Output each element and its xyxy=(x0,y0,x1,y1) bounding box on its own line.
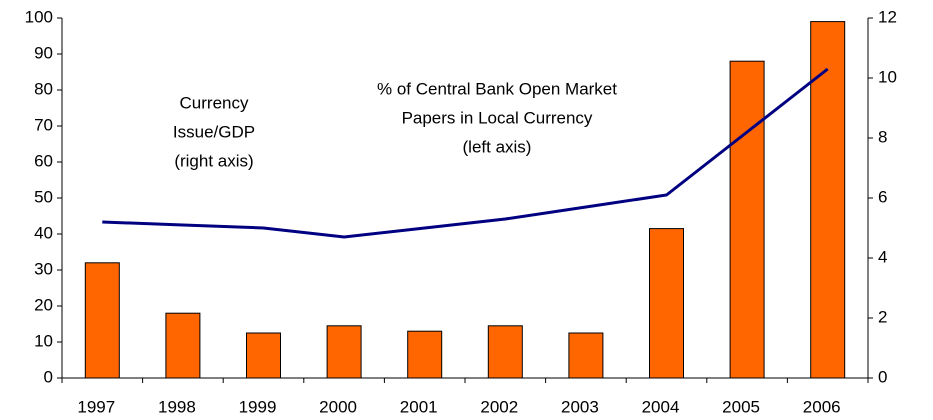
x-tick-label: 1997 xyxy=(77,397,115,416)
bar xyxy=(326,325,362,379)
bar xyxy=(487,325,523,379)
annotation: (right axis) xyxy=(174,151,253,170)
bar xyxy=(568,332,604,379)
y2-tick-label: 12 xyxy=(878,7,897,26)
bar xyxy=(810,21,846,379)
bar xyxy=(407,330,443,379)
x-tick-label: 2005 xyxy=(722,397,760,416)
x-tick-label: 2001 xyxy=(400,397,438,416)
bar xyxy=(649,228,684,379)
y2-tick-label: 0 xyxy=(878,367,887,386)
x-tick-label: 2000 xyxy=(319,397,357,416)
x-tick-label: 1998 xyxy=(158,397,196,416)
bar xyxy=(84,262,120,379)
y-tick-label: 40 xyxy=(34,223,53,242)
y-tick-label: 0 xyxy=(44,367,53,386)
bar xyxy=(729,60,765,379)
y-tick-label: 80 xyxy=(34,79,53,98)
annotation: (left axis) xyxy=(463,137,532,156)
annotation: Issue/GDP xyxy=(173,122,255,141)
y2-tick-label: 4 xyxy=(878,247,887,266)
y-tick-label: 20 xyxy=(34,295,53,314)
y-tick-label: 90 xyxy=(34,43,53,62)
y-tick-label: 70 xyxy=(34,115,53,134)
x-tick-label: 2002 xyxy=(480,397,518,416)
y2-tick-label: 6 xyxy=(878,187,887,206)
y-tick-label: 60 xyxy=(34,151,53,170)
bar xyxy=(246,332,281,379)
bar xyxy=(165,312,201,379)
y-tick-label: 100 xyxy=(25,7,53,26)
line xyxy=(102,67,829,239)
annotation: Currency xyxy=(180,93,249,112)
x-tick-label: 2004 xyxy=(642,397,680,416)
y-tick-label: 10 xyxy=(34,331,53,350)
x-tick-label: 1999 xyxy=(239,397,277,416)
annotation: % of Central Bank Open Market xyxy=(377,79,617,98)
y2-tick-label: 8 xyxy=(878,127,887,146)
y-tick-label: 30 xyxy=(34,259,53,278)
y2-tick-label: 2 xyxy=(878,307,887,326)
x-tick-label: 2006 xyxy=(803,397,841,416)
y-tick-label: 50 xyxy=(34,187,53,206)
annotation: Papers in Local Currency xyxy=(402,108,593,127)
x-tick-label: 2003 xyxy=(561,397,599,416)
y2-tick-label: 10 xyxy=(878,67,897,86)
